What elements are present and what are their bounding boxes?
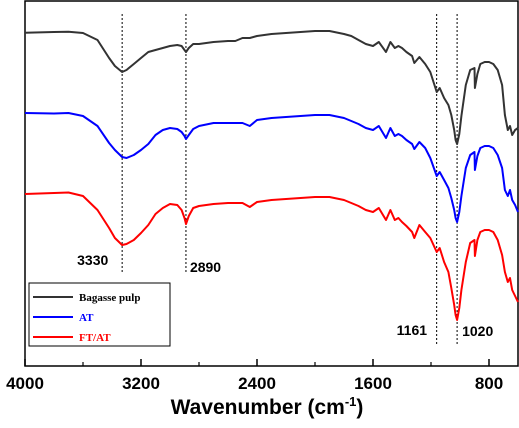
x-axis-ticks: 4000 3200 2400 1600 800 xyxy=(6,359,503,393)
annotation-3330: 3330 xyxy=(77,252,108,268)
x-tick-label-3200: 3200 xyxy=(122,374,160,393)
x-tick-label-4000: 4000 xyxy=(6,374,44,393)
legend: Bagasse pulp AT FT/AT xyxy=(28,282,171,347)
x-axis-title: Wavenumber (cm-1) xyxy=(171,394,364,419)
annotation-1020: 1020 xyxy=(462,323,493,339)
legend-label-bagasse-pulp: Bagasse pulp xyxy=(79,292,140,304)
series-line-bagasse-pulp xyxy=(24,30,519,145)
annotation-2890: 2890 xyxy=(190,259,221,275)
x-tick-label-2400: 2400 xyxy=(238,374,276,393)
legend-label-ft-at: FT/AT xyxy=(79,332,111,344)
series-line-ft-at xyxy=(24,191,519,321)
legend-label-at: AT xyxy=(79,312,94,324)
x-tick-label-800: 800 xyxy=(475,374,503,393)
legend-box xyxy=(28,282,171,347)
series-line-at xyxy=(24,112,519,223)
x-tick-label-1600: 1600 xyxy=(354,374,392,393)
annotation-1161: 1161 xyxy=(397,322,428,338)
series-layer xyxy=(24,30,519,321)
plot-frame xyxy=(24,0,519,367)
reference-lines: 3330 2890 1161 1020 xyxy=(77,14,493,346)
